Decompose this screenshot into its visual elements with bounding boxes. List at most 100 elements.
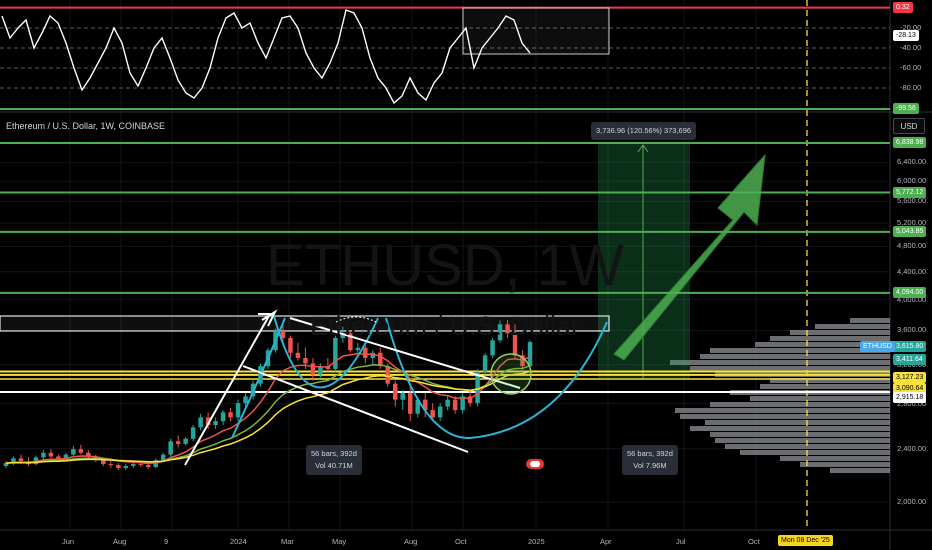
drawings bbox=[0, 0, 890, 530]
candle-body-47 bbox=[355, 347, 361, 351]
candle-body-0 bbox=[3, 463, 9, 467]
level-tag-5: 3,090.64 bbox=[893, 383, 927, 394]
level-tag-3: 4,094.00 bbox=[893, 286, 927, 298]
volume-profile-bar-0 bbox=[850, 318, 890, 323]
candle-body-11 bbox=[86, 452, 91, 457]
candles bbox=[3, 320, 533, 470]
osc-tag-lower: -99.56 bbox=[893, 103, 919, 114]
range-box-left: 56 bars, 392d Vol 40.71M bbox=[306, 445, 362, 475]
cyan-cup-right bbox=[385, 317, 608, 440]
white-arrow-head bbox=[261, 309, 278, 327]
resistance-box bbox=[0, 315, 610, 332]
volume-profile-bar-3 bbox=[770, 336, 890, 341]
candle-body-6 bbox=[48, 452, 54, 457]
candle-body-61 bbox=[460, 396, 465, 411]
currency-button[interactable]: USD bbox=[893, 118, 925, 134]
price-axis-label-4: 4,800.00 bbox=[897, 241, 927, 251]
candle-body-65 bbox=[490, 340, 495, 356]
candle-body-21 bbox=[160, 454, 166, 461]
symbol-title[interactable]: Ethereum / U.S. Dollar, 1W, COINBASE bbox=[6, 121, 166, 131]
candle-body-41 bbox=[310, 363, 316, 375]
candle-body-16 bbox=[123, 466, 129, 468]
candle-body-27 bbox=[205, 417, 211, 426]
volume-profile-bar-14 bbox=[710, 402, 890, 407]
volume-profile-bar-20 bbox=[715, 438, 890, 443]
price-axis-label-0: 6,400.00 bbox=[897, 157, 927, 167]
candle-body-44 bbox=[333, 337, 338, 369]
volume-profile-bar-6 bbox=[700, 354, 890, 359]
big-green-arrow bbox=[613, 153, 766, 361]
time-axis-label-0: Jun bbox=[62, 537, 75, 546]
volume-profile-bar-5 bbox=[710, 348, 890, 353]
candle-body-45 bbox=[340, 333, 346, 338]
us-flag-icon[interactable] bbox=[526, 459, 544, 469]
overlay-drawings bbox=[184, 309, 608, 466]
last-price-tag: 3,615.80 bbox=[893, 341, 927, 352]
candle-body-40 bbox=[303, 357, 308, 364]
ma-red-line bbox=[5, 352, 531, 465]
volume-profile-bar-2 bbox=[790, 330, 890, 335]
candle-body-24 bbox=[183, 438, 188, 444]
osc-series-line bbox=[1, 9, 531, 105]
volume-profile-bar-18 bbox=[690, 426, 890, 431]
price-axis-label-1: 6,000.00 bbox=[897, 176, 927, 186]
volume-profile-bar-21 bbox=[725, 444, 890, 449]
candle-body-38 bbox=[288, 337, 293, 353]
candle-body-57 bbox=[430, 410, 435, 418]
volume-profile-bar-19 bbox=[710, 432, 890, 437]
candle-body-37 bbox=[280, 331, 286, 338]
osc-axis-label-3: -80.00 bbox=[900, 83, 922, 92]
oscillator-pane bbox=[0, 6, 890, 110]
moving-averages bbox=[5, 352, 531, 465]
volume-profile-bar-4 bbox=[755, 342, 890, 347]
candle-body-70 bbox=[527, 342, 533, 367]
candle-body-1 bbox=[11, 458, 16, 464]
measure-arrow-head bbox=[637, 144, 649, 153]
symbol-tag: ETHUSD bbox=[860, 341, 895, 352]
candle-body-5 bbox=[41, 452, 46, 458]
price-axis-label-7: 3,600.00 bbox=[897, 325, 927, 335]
candle-body-62 bbox=[467, 396, 473, 404]
level-tag-0: 6,838.98 bbox=[893, 137, 927, 148]
time-axis-label-2: 9 bbox=[164, 537, 169, 546]
candle-body-26 bbox=[198, 417, 203, 428]
price-axis-label-2: 5,600.00 bbox=[897, 196, 927, 206]
range-box-right: 56 bars, 392d Vol 7.96M bbox=[622, 445, 678, 475]
level-tag-4: 3,127.23 bbox=[893, 372, 927, 383]
candle-body-63 bbox=[475, 371, 480, 404]
time-axis-label-10: Jul bbox=[676, 537, 686, 546]
osc-box bbox=[462, 7, 610, 55]
candle-body-51 bbox=[385, 366, 391, 384]
cyan-cup-left bbox=[273, 315, 379, 389]
candle-body-66 bbox=[497, 324, 503, 341]
volume-profile-bar-13 bbox=[750, 396, 890, 401]
time-axis-label-8: 2025 bbox=[528, 537, 545, 546]
volume-profile-bar-11 bbox=[760, 384, 890, 389]
candle-body-17 bbox=[131, 464, 136, 467]
time-axis-label-6: Aug bbox=[404, 537, 418, 546]
crosshair-date-label: Mon 08 Dec '25 bbox=[778, 535, 833, 546]
candle-body-14 bbox=[108, 464, 114, 466]
volume-profile-bar-1 bbox=[815, 324, 890, 329]
candle-body-2 bbox=[18, 458, 24, 462]
candle-body-60 bbox=[452, 399, 458, 411]
candle-body-9 bbox=[71, 449, 76, 455]
price-axis-label-5: 4,400.00 bbox=[897, 266, 927, 276]
white-channel-top bbox=[289, 317, 521, 389]
candle-body-13 bbox=[101, 460, 106, 465]
candle-body-59 bbox=[445, 399, 450, 407]
time-axis-label-5: May bbox=[332, 537, 347, 546]
volume-profile-bar-15 bbox=[675, 408, 890, 413]
candle-body-58 bbox=[437, 406, 443, 418]
candle-body-25 bbox=[190, 427, 196, 439]
dotted-arc bbox=[335, 316, 377, 323]
cyan-arc-left-rise bbox=[231, 317, 286, 439]
candle-body-15 bbox=[116, 465, 121, 468]
time-axis-label-3: 2024 bbox=[230, 537, 247, 546]
candle-body-31 bbox=[235, 403, 241, 418]
price-axis-label-6: 4,000.00 bbox=[897, 294, 927, 304]
candle-body-52 bbox=[393, 383, 398, 400]
volume-profile-bar-17 bbox=[705, 420, 890, 425]
measure-zone bbox=[598, 143, 690, 378]
candle-body-64 bbox=[482, 355, 488, 372]
